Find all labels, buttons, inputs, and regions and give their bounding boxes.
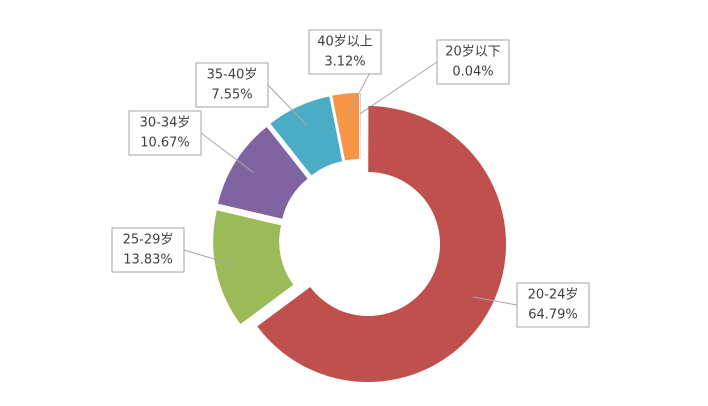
label-box xyxy=(436,39,510,85)
label-box xyxy=(516,282,590,328)
value-label: 0.04% xyxy=(452,65,493,80)
segment xyxy=(257,106,507,383)
value-label: 7.55% xyxy=(211,88,252,103)
leader-line xyxy=(267,84,308,126)
leader-line xyxy=(359,61,438,115)
segment xyxy=(332,93,360,161)
category-label: 40岁以上 xyxy=(317,35,373,50)
label-box xyxy=(308,29,382,75)
value-label: 10.67% xyxy=(140,136,190,151)
leader-line xyxy=(183,249,237,267)
label-box xyxy=(128,110,202,156)
value-label: 3.12% xyxy=(324,55,365,70)
label-box xyxy=(195,62,269,108)
leader-line xyxy=(472,296,518,306)
category-label: 30-34岁 xyxy=(140,116,191,131)
value-label: 13.83% xyxy=(123,253,173,268)
segment xyxy=(270,96,343,176)
category-label: 35-40岁 xyxy=(207,68,258,83)
leader-line xyxy=(200,132,254,173)
segment xyxy=(218,127,308,219)
category-label: 20岁以下 xyxy=(445,45,501,60)
category-label: 25-29岁 xyxy=(123,233,174,248)
value-label: 64.79% xyxy=(528,308,578,323)
category-label: 20-24岁 xyxy=(528,288,579,303)
label-box xyxy=(111,227,185,273)
segment xyxy=(213,210,294,325)
